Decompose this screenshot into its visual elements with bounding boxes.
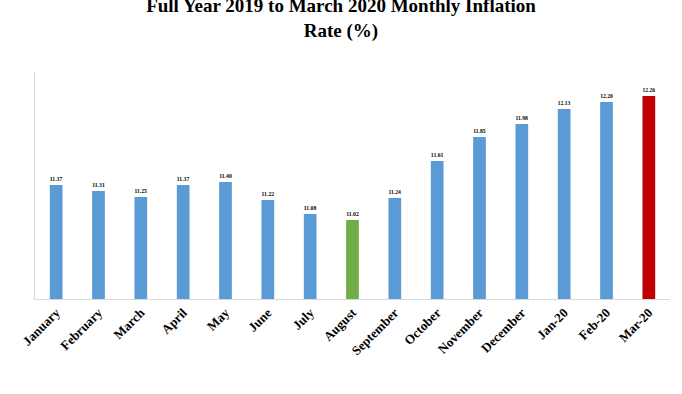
svg-text:October: October — [401, 305, 444, 348]
svg-text:11.40: 11.40 — [219, 173, 232, 179]
svg-text:11.31: 11.31 — [92, 182, 105, 188]
svg-text:Full Year 2019 to March 2020 M: Full Year 2019 to March 2020 Monthly Inf… — [146, 0, 536, 42]
svg-text:11.37: 11.37 — [177, 176, 190, 182]
svg-text:12.26: 12.26 — [642, 87, 655, 93]
svg-text:July: July — [289, 305, 317, 333]
svg-text:Jan-20: Jan-20 — [534, 305, 571, 342]
svg-text:April: April — [158, 305, 190, 337]
svg-text:11.22: 11.22 — [262, 191, 275, 197]
svg-text:Feb-20: Feb-20 — [576, 305, 614, 343]
svg-text:11.24: 11.24 — [388, 189, 401, 195]
svg-text:11.25: 11.25 — [134, 188, 147, 194]
svg-text:February: February — [57, 305, 105, 353]
svg-text:11.85: 11.85 — [473, 128, 486, 134]
svg-text:11.02: 11.02 — [346, 211, 359, 217]
svg-text:12.13: 12.13 — [558, 100, 571, 106]
svg-text:September: September — [349, 305, 402, 358]
svg-text:Mar-20: Mar-20 — [616, 305, 656, 345]
svg-text:11.98: 11.98 — [515, 115, 528, 121]
svg-text:12.20: 12.20 — [600, 93, 613, 99]
svg-text:11.08: 11.08 — [304, 205, 317, 211]
svg-text:11.37: 11.37 — [50, 176, 63, 182]
svg-text:May: May — [204, 305, 233, 334]
svg-text:December: December — [478, 305, 529, 356]
svg-text:November: November — [435, 305, 487, 357]
svg-text:January: January — [20, 305, 64, 349]
svg-text:August: August — [321, 305, 360, 344]
svg-text:June: June — [245, 305, 275, 335]
svg-text:11.61: 11.61 — [431, 152, 444, 158]
svg-text:March: March — [111, 305, 149, 343]
